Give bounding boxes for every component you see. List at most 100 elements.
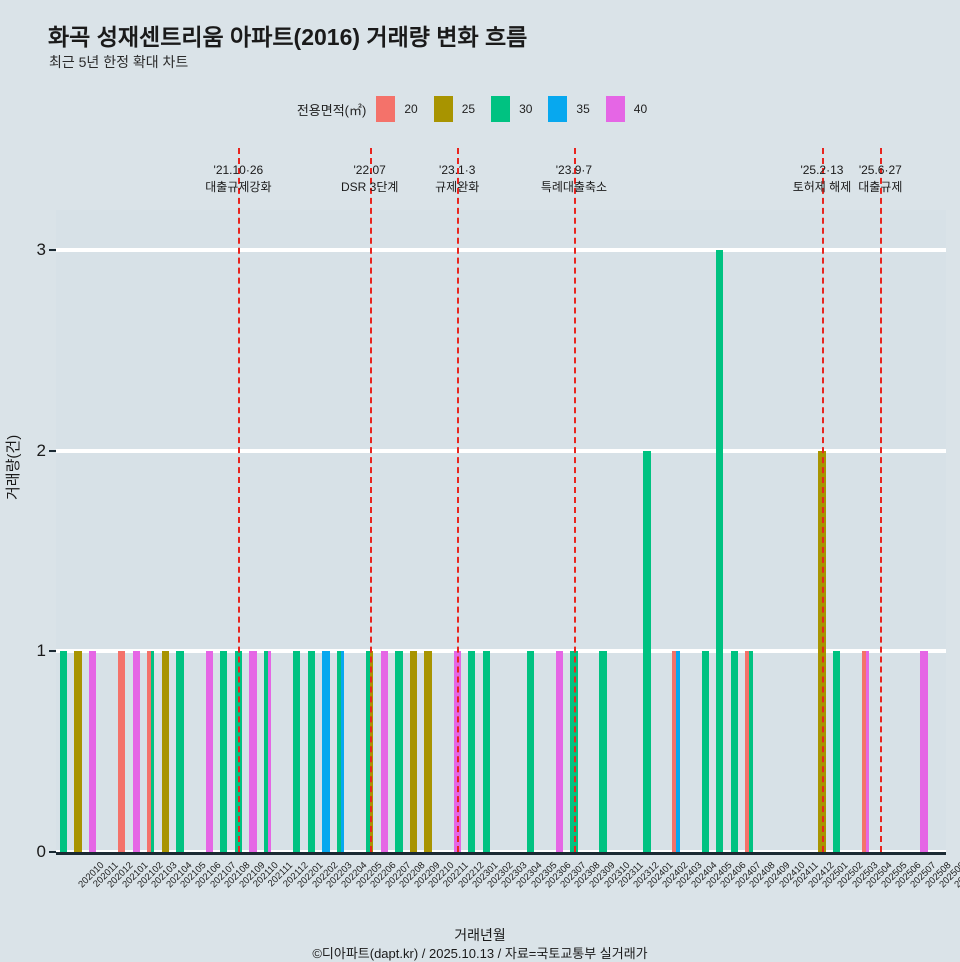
chart-subtitle: 최근 5년 한정 확대 차트 <box>49 54 189 70</box>
bar-202407-30[interactable] <box>716 250 724 852</box>
event-text-202301: 규제완화 <box>435 180 480 195</box>
y-tick-label-1: 1 <box>36 641 46 661</box>
legend-swatch-35 <box>548 96 568 122</box>
gridline-3 <box>56 248 946 253</box>
legend-item-20[interactable]: 20 <box>376 96 418 122</box>
event-line-202110 <box>238 148 241 852</box>
bar-202306-30[interactable] <box>526 651 534 852</box>
bar-202102-20[interactable] <box>118 651 126 852</box>
event-date-202309: '23.9·7 <box>555 163 593 177</box>
bar-202211-25[interactable] <box>424 651 432 852</box>
bar-202402-30[interactable] <box>643 450 651 852</box>
plot-area <box>56 148 946 854</box>
bar-202108-40[interactable] <box>205 651 213 852</box>
bar-202106-30[interactable] <box>176 651 184 852</box>
chart-title: 화곡 성재센트리움 아파트(2016) 거래량 변화 흐름 <box>48 24 528 50</box>
bar-202204-35[interactable] <box>322 651 330 852</box>
y-axis-label: 거래량(건) <box>5 434 22 500</box>
legend-item-25[interactable]: 25 <box>433 96 476 122</box>
legend-swatch-20 <box>376 96 396 122</box>
bar-202104-30[interactable] <box>150 651 155 852</box>
bar-202105-25[interactable] <box>161 651 170 852</box>
bar-202409-20[interactable] <box>745 651 750 852</box>
event-date-202301: '23.1·3 <box>439 163 476 177</box>
bar-202205-35[interactable] <box>340 651 345 852</box>
bar-202311-30[interactable] <box>599 651 607 852</box>
bar-202109-30[interactable] <box>220 651 228 852</box>
event-annotation-202301: '23.1·3 규제완화 <box>435 162 479 197</box>
event-date-202502: '25.2·13 <box>800 163 844 177</box>
event-text-202309: 특례대출축소 <box>540 180 608 195</box>
bar-202205-30[interactable] <box>336 651 341 852</box>
bar-202209-30[interactable] <box>395 651 403 852</box>
event-annotation-202309: '23.9·7 특례대출축소 <box>541 162 607 197</box>
event-text-202506: 대출규제 <box>858 180 903 195</box>
event-text-202207: DSR 3단계 <box>340 180 399 195</box>
y-tick-label-0: 0 <box>36 842 46 861</box>
bar-202302-30[interactable] <box>468 651 476 852</box>
bar-202503-30[interactable] <box>832 651 841 852</box>
event-date-202110: '21.10·26 <box>213 163 264 177</box>
event-line-202506 <box>880 148 883 852</box>
bar-202012-40[interactable] <box>88 651 97 852</box>
x-axis-line <box>56 852 946 855</box>
legend-title: 전용면적(㎡) <box>296 102 367 118</box>
bar-202203-30[interactable] <box>307 651 315 852</box>
y-tick-mark-1 <box>49 650 56 653</box>
gridline-2 <box>56 448 946 453</box>
event-line-202207 <box>369 148 372 852</box>
legend-item-35[interactable]: 35 <box>548 96 590 122</box>
bar-202210-25[interactable] <box>409 651 418 852</box>
bar-202104-20[interactable] <box>147 651 151 852</box>
legend-items: 20 25 30 35 40 <box>376 96 663 122</box>
event-annotation-202110: '21.10·26 대출규제강화 <box>205 162 271 197</box>
legend-item-30[interactable]: 30 <box>491 96 532 122</box>
bar-202112-30[interactable] <box>263 651 268 852</box>
bar-202010-30[interactable] <box>59 651 67 852</box>
bar-202111-40[interactable] <box>249 651 257 852</box>
legend-swatch-40 <box>605 96 625 122</box>
bar-202202-30[interactable] <box>293 651 301 852</box>
y-tick-mark-0 <box>49 851 56 853</box>
legend: 전용면적(㎡) 20 25 30 35 40 <box>0 96 960 122</box>
event-line-202502 <box>821 148 824 852</box>
event-annotation-202207: '22.07 DSR 3단계 <box>341 162 398 197</box>
bar-202404-20[interactable] <box>672 651 677 852</box>
event-date-202506: '25.6·27 <box>858 163 902 177</box>
event-line-202301 <box>457 148 460 852</box>
event-text-202502: 토허제 해제 <box>792 180 852 195</box>
bar-202112-40[interactable] <box>267 651 272 852</box>
bar-202505-20[interactable] <box>862 651 866 852</box>
y-tick-mark-2 <box>49 449 56 452</box>
event-annotation-202506: '25.6·27 대출규제 <box>858 162 902 197</box>
legend-label-20: 20 <box>404 102 418 116</box>
bar-202509-40[interactable] <box>920 651 928 852</box>
footer-credit: ©디아파트(dapt.kr) / 2025.10.13 / 자료=국토교통부 실… <box>312 946 648 961</box>
bar-202308-40[interactable] <box>555 651 563 852</box>
bar-202409-30[interactable] <box>749 651 753 852</box>
gridline-1 <box>56 649 946 654</box>
bar-202208-40[interactable] <box>380 651 388 852</box>
y-tick-label-3: 3 <box>36 240 46 260</box>
bar-202406-30[interactable] <box>701 651 709 852</box>
bar-202408-30[interactable] <box>730 651 739 852</box>
bar-202011-25[interactable] <box>74 651 82 852</box>
legend-label-25: 25 <box>461 102 476 116</box>
legend-item-40[interactable]: 40 <box>605 96 648 122</box>
bar-202110-30[interactable] <box>234 651 242 852</box>
legend-label-35: 35 <box>576 102 590 116</box>
event-date-202207: '22.07 <box>353 163 386 177</box>
event-annotation-202502: '25.2·13 토허제 해제 <box>793 162 852 197</box>
bar-202505-40[interactable] <box>865 651 870 852</box>
y-tick-mark-3 <box>49 249 56 252</box>
bar-202103-40[interactable] <box>132 651 140 852</box>
event-line-202309 <box>573 148 576 852</box>
legend-label-40: 40 <box>633 102 648 116</box>
bar-202404-35[interactable] <box>676 651 680 852</box>
legend-label-30: 30 <box>519 102 533 116</box>
bar-202207-30[interactable] <box>366 651 370 852</box>
x-axis-label: 거래년월 <box>454 927 506 943</box>
bar-202303-30[interactable] <box>482 651 491 852</box>
event-text-202110: 대출규제강화 <box>205 180 272 195</box>
